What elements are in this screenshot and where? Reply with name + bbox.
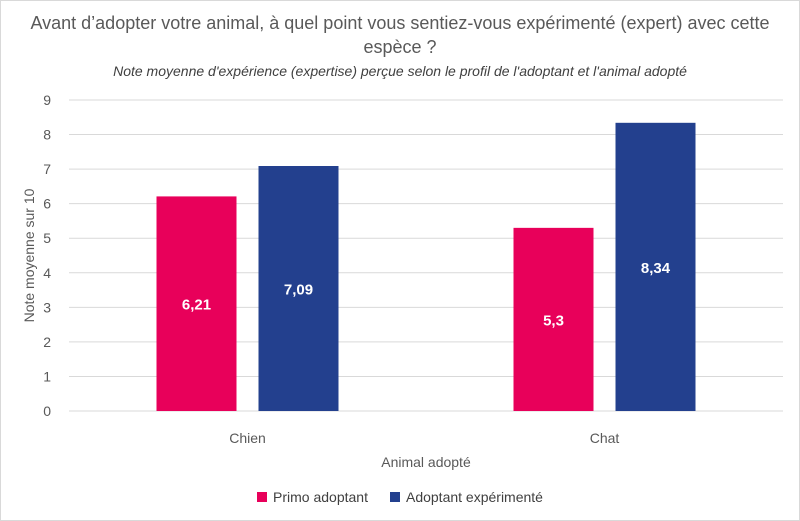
- bar: [615, 122, 696, 411]
- y-tick-label: 7: [43, 161, 51, 177]
- legend-swatch-experimente: [389, 492, 400, 502]
- data-label: 7,09: [284, 282, 313, 299]
- legend-label-primo: Primo adoptant: [273, 489, 368, 505]
- legend-label-experimente: Adoptant expérimenté: [405, 489, 543, 505]
- data-label: 5,3: [543, 312, 564, 329]
- legend-item-primo: Primo adoptant: [257, 489, 368, 505]
- chart-subtitle: Note moyenne d'expérience (expertise) pe…: [113, 63, 687, 79]
- data-label: 8,34: [641, 260, 671, 277]
- legend: Primo adoptant Adoptant expérimenté: [1, 489, 799, 505]
- bar: [156, 196, 237, 411]
- data-label: 6,21: [182, 297, 211, 314]
- bar: [258, 166, 339, 411]
- y-tick-label: 1: [43, 368, 51, 384]
- y-tick-label: 0: [43, 403, 51, 419]
- legend-swatch-primo: [257, 492, 268, 502]
- y-tick-label: 8: [43, 127, 51, 143]
- y-tick-label: 3: [43, 299, 51, 315]
- x-tick-label: Chien: [229, 430, 266, 446]
- chart-title: Avant d’adopter votre animal, à quel poi…: [30, 13, 770, 57]
- y-tick-label: 6: [43, 196, 51, 212]
- x-tick-label: Chat: [590, 430, 620, 446]
- y-tick-label: 5: [43, 230, 51, 246]
- bar: [513, 227, 594, 411]
- y-tick-label: 2: [43, 334, 51, 350]
- y-tick-label: 4: [43, 265, 51, 281]
- legend-item-experimente: Adoptant expérimenté: [389, 489, 543, 505]
- x-axis-label: Animal adopté: [381, 454, 471, 470]
- y-axis-label: Note moyenne sur 10: [21, 188, 37, 322]
- y-tick-label: 9: [43, 92, 51, 108]
